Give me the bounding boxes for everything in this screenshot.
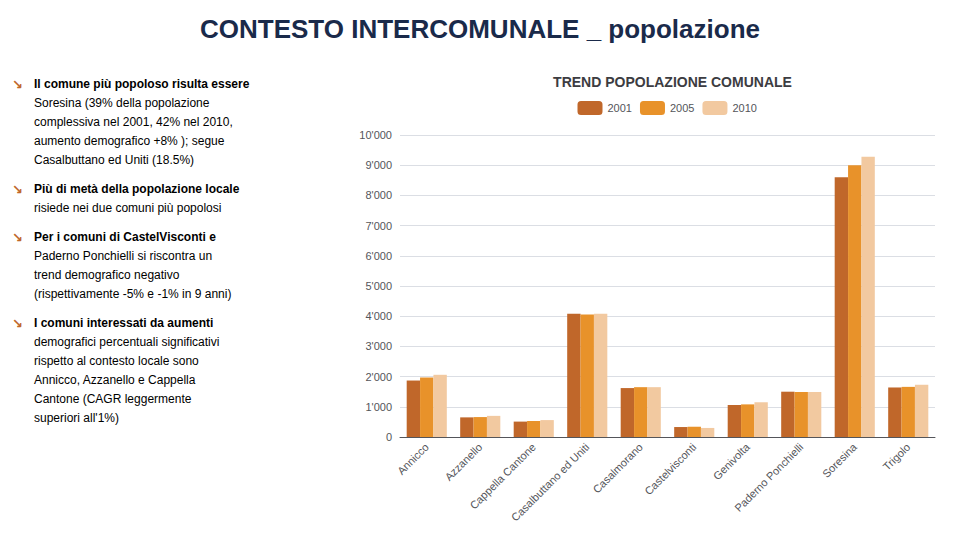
svg-text:3'000: 3'000 bbox=[365, 340, 392, 352]
svg-text:superiori all'1%): superiori all'1%) bbox=[34, 411, 119, 425]
svg-text:5'000: 5'000 bbox=[365, 280, 392, 292]
svg-text:aumento demografico +8% ); seg: aumento demografico +8% ); segue bbox=[34, 134, 225, 148]
svg-text:Azzanello: Azzanello bbox=[442, 441, 484, 483]
svg-text:Casalbuttano ed Uniti (18.5%): Casalbuttano ed Uniti (18.5%) bbox=[34, 153, 194, 167]
svg-text:Genivolta: Genivolta bbox=[711, 440, 753, 482]
svg-text:Per i comuni di CastelVisconti: Per i comuni di CastelVisconti e bbox=[34, 230, 216, 244]
svg-text:(rispettivamente -5% e -1% in: (rispettivamente -5% e -1% in 9 anni) bbox=[34, 287, 231, 301]
svg-text:Più di metà della popolazione: Più di metà della popolazione locale bbox=[34, 182, 240, 196]
svg-text:CONTESTO INTERCOMUNALE _ popol: CONTESTO INTERCOMUNALE _ popolazione bbox=[200, 14, 760, 44]
svg-text:↘: ↘ bbox=[12, 230, 23, 245]
svg-text:↘: ↘ bbox=[12, 77, 23, 92]
svg-text:1'000: 1'000 bbox=[365, 401, 392, 413]
svg-text:Cantone (CAGR leggermente: Cantone (CAGR leggermente bbox=[34, 392, 192, 406]
svg-text:9'000: 9'000 bbox=[365, 159, 392, 171]
svg-text:rispetto al contesto locale so: rispetto al contesto locale sono bbox=[34, 354, 199, 368]
svg-text:2005: 2005 bbox=[670, 102, 694, 114]
svg-text:Trigolo: Trigolo bbox=[881, 441, 913, 473]
svg-text:Cappella Cantone: Cappella Cantone bbox=[467, 440, 538, 512]
svg-text:trend demografico negativo: trend demografico negativo bbox=[34, 268, 180, 282]
svg-text:0: 0 bbox=[386, 431, 392, 443]
svg-text:Annicco: Annicco bbox=[395, 441, 431, 477]
svg-text:I comuni interessati da aument: I comuni interessati da aumenti bbox=[34, 316, 213, 330]
svg-text:risiede nei due comuni più pop: risiede nei due comuni più popolosi bbox=[34, 201, 221, 215]
svg-text:6'000: 6'000 bbox=[365, 250, 392, 262]
svg-text:Casalbuttano ed Uniti: Casalbuttano ed Uniti bbox=[509, 441, 592, 524]
svg-text:2'000: 2'000 bbox=[365, 371, 392, 383]
svg-text:Castelvisconti: Castelvisconti bbox=[642, 441, 698, 497]
svg-text:Paderno Ponchielli: Paderno Ponchielli bbox=[732, 441, 805, 514]
svg-text:Il comune più popoloso risulta: Il comune più popoloso risulta essere bbox=[34, 77, 250, 91]
svg-text:Casalmorano: Casalmorano bbox=[590, 441, 645, 496]
svg-text:Soresina (39% della popolazion: Soresina (39% della popolazione bbox=[34, 96, 210, 110]
svg-text:8'000: 8'000 bbox=[365, 189, 392, 201]
svg-text:TREND POPOLAZIONE COMUNALE: TREND POPOLAZIONE COMUNALE bbox=[553, 74, 792, 90]
svg-text:Annicco, Azzanello e Cappella: Annicco, Azzanello e Cappella bbox=[34, 373, 196, 387]
svg-text:7'000: 7'000 bbox=[365, 220, 392, 232]
svg-text:4'000: 4'000 bbox=[365, 310, 392, 322]
svg-text:Soresina: Soresina bbox=[820, 440, 860, 480]
svg-text:↘: ↘ bbox=[12, 182, 23, 197]
svg-text:complessiva nel 2001, 42% nel: complessiva nel 2001, 42% nel 2010, bbox=[34, 115, 233, 129]
svg-text:Paderno Ponchielli si riscontr: Paderno Ponchielli si riscontra un bbox=[34, 249, 212, 263]
svg-text:↘: ↘ bbox=[12, 316, 23, 331]
svg-text:10'000: 10'000 bbox=[359, 129, 392, 141]
svg-text:demografici percentuali signif: demografici percentuali significativi bbox=[34, 335, 219, 349]
svg-text:2010: 2010 bbox=[732, 102, 756, 114]
svg-text:2001: 2001 bbox=[608, 102, 632, 114]
